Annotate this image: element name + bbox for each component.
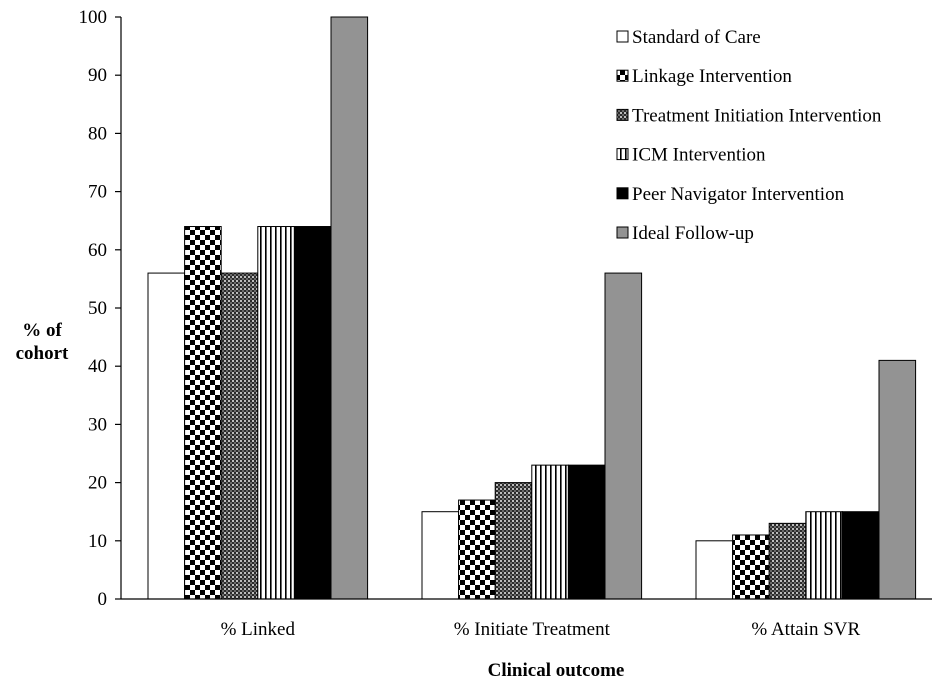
legend-label: Standard of Care <box>632 27 761 48</box>
y-axis-title-line-2: cohort <box>16 343 69 364</box>
x-category-label: % Attain SVR <box>751 619 860 640</box>
x-axis-title: Clinical outcome <box>488 660 625 678</box>
legend-swatch <box>616 148 629 161</box>
bar-6-3 <box>878 359 917 600</box>
y-tick-label: 80 <box>88 123 107 144</box>
bar-5-2 <box>567 464 606 600</box>
legend-label: Linkage Intervention <box>632 66 792 87</box>
bar-5-3 <box>841 511 880 600</box>
bar-4-2 <box>531 464 569 600</box>
bar-6-1 <box>330 16 369 600</box>
x-category-label: % Linked <box>221 619 296 640</box>
bar-2-1 <box>184 226 222 600</box>
bar-5-1 <box>293 226 332 600</box>
y-tick-label: 10 <box>88 531 107 552</box>
legend-label: Treatment Initiation Intervention <box>632 105 882 126</box>
bar-4-3 <box>805 511 843 600</box>
legend-label: ICM Intervention <box>632 145 766 166</box>
legend-swatch <box>616 226 629 239</box>
y-tick-label: 40 <box>88 356 107 377</box>
legend-swatch <box>616 69 629 82</box>
legend-label: Ideal Follow-up <box>632 223 754 244</box>
bar-2-3 <box>732 534 770 600</box>
legend-swatch <box>616 187 629 200</box>
y-tick-label: 50 <box>88 298 107 319</box>
y-tick-label: 60 <box>88 240 107 261</box>
bar-3-3 <box>768 522 807 600</box>
bar-1-2 <box>421 511 460 600</box>
bar-1-3 <box>695 540 734 600</box>
legend: Standard of Care Linkage Intervention Trea… <box>616 27 882 244</box>
legend-swatch <box>616 30 629 43</box>
bars <box>147 16 917 600</box>
y-axis-title-line-1: % of <box>22 320 62 341</box>
y-tick-label: 100 <box>79 7 108 28</box>
x-category-label: % Initiate Treatment <box>454 619 611 640</box>
bar-2-2 <box>458 499 496 600</box>
y-tick-label: 0 <box>98 589 108 610</box>
y-ticks: 0 10 20 30 40 50 60 70 80 90 100 <box>79 7 121 610</box>
bar-4-1 <box>257 226 295 600</box>
bar-1-1 <box>147 272 186 600</box>
y-tick-label: 20 <box>88 473 107 494</box>
y-tick-label: 90 <box>88 65 107 86</box>
y-tick-label: 70 <box>88 182 107 203</box>
bar-6-2 <box>604 272 643 600</box>
bar-3-1 <box>220 272 259 600</box>
y-tick-label: 30 <box>88 414 107 435</box>
bar-3-2 <box>494 482 533 600</box>
x-category-labels: % Linked % Initiate Treatment % Attain SVR <box>221 619 861 640</box>
legend-swatch <box>616 108 629 121</box>
legend-label: Peer Navigator Intervention <box>632 184 845 205</box>
